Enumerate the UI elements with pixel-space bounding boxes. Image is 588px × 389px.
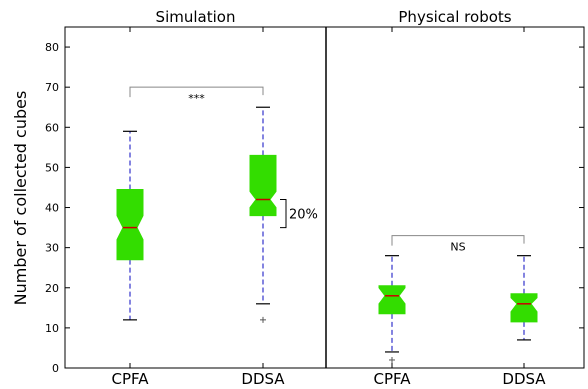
- significance-label: ***: [188, 92, 205, 105]
- x-tick-label: CPFA: [373, 370, 411, 388]
- panel-title: Physical robots: [398, 8, 511, 26]
- notched-box: [378, 285, 406, 315]
- panel-simulation: Simulation CPFA DDSA *** 20%: [111, 8, 317, 388]
- notched-box: [116, 189, 144, 261]
- y-tick-label: 50: [45, 161, 59, 174]
- box-ddsa: DDSA: [241, 27, 285, 388]
- y-axis: 0 10 20 30 40 50 60 70 80: [45, 41, 70, 375]
- significance-bracket: ***: [129, 86, 264, 105]
- y-tick-label: 70: [45, 81, 59, 94]
- notched-box: [249, 154, 277, 217]
- y-tick-label: 0: [52, 362, 59, 375]
- significance-bracket: NS: [391, 235, 525, 254]
- outlier-marker: [389, 356, 395, 363]
- y-tick-label: 20: [45, 282, 59, 295]
- box-ddsa: DDSA: [502, 27, 546, 388]
- box-cpfa: CPFA: [111, 27, 149, 388]
- y-tick-label: 40: [45, 202, 59, 215]
- x-tick-label: DDSA: [502, 370, 546, 388]
- percentage-annotation: 20%: [280, 199, 318, 229]
- notched-box: [510, 293, 538, 323]
- plot-border: [64, 26, 585, 369]
- annotation-bracket: [280, 199, 287, 229]
- x-tick-label: DDSA: [241, 370, 285, 388]
- panel-physical-robots: Physical robots CPFA DDSA NS: [373, 8, 584, 388]
- y-tick-label: 10: [45, 322, 59, 335]
- plot-frame: [64, 26, 585, 369]
- y-axis-label: Number of collected cubes: [11, 91, 30, 306]
- y-tick-label: 30: [45, 242, 59, 255]
- bracket-line: [391, 235, 525, 246]
- panels: Simulation CPFA DDSA *** 20% Physical robots C…: [111, 8, 584, 388]
- box-cpfa: CPFA: [373, 27, 411, 388]
- x-tick-label: CPFA: [111, 370, 149, 388]
- outlier-marker: [260, 316, 266, 323]
- panel-title: Simulation: [156, 8, 236, 26]
- annotation-label: 20%: [289, 208, 318, 223]
- y-tick-label: 80: [45, 41, 59, 54]
- y-tick-label: 60: [45, 121, 59, 134]
- bracket-line: [129, 86, 264, 98]
- significance-label: NS: [450, 241, 465, 254]
